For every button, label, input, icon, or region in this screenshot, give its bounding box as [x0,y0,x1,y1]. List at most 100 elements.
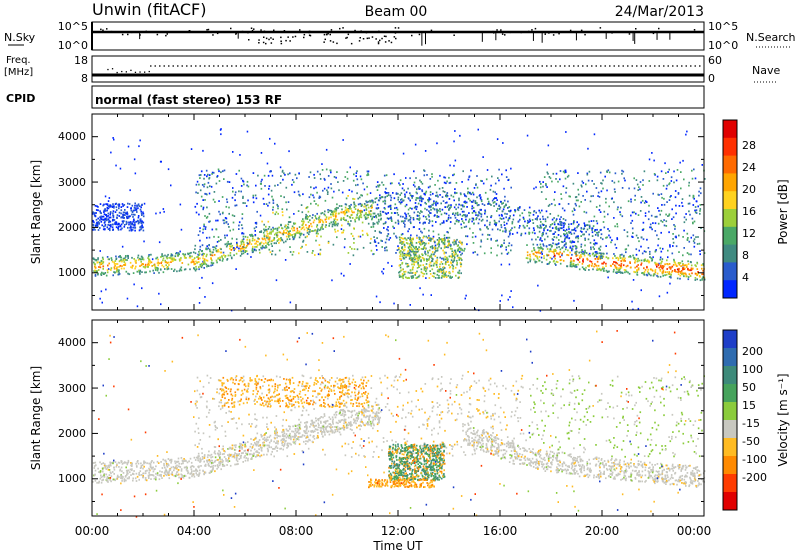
power-cell [148,264,150,266]
power-cell [539,226,541,229]
power-cell [478,212,480,214]
data-cell [630,214,632,217]
power-cell [547,205,550,207]
power-cell [438,277,441,279]
power-cell [635,212,637,215]
power-cell [476,204,479,207]
power-cell [202,206,205,209]
power-cell [94,215,97,217]
nsky-point [100,28,102,31]
power-cell [430,255,433,258]
power-cell [130,226,132,229]
power-cell [398,271,400,274]
power-cell [298,172,300,175]
power-cell [620,260,622,262]
power-cell [142,263,144,266]
power-cell [542,181,544,183]
power-cell [452,261,454,264]
power-cell [487,197,489,200]
power-cell [419,199,421,202]
power-cell [462,214,465,216]
power-cell [130,266,132,269]
power-cell [534,218,537,220]
power-cell [612,270,615,273]
nsky-point [381,37,383,40]
power-cell [141,263,144,265]
power-cell [250,233,253,236]
power-cell [514,209,516,211]
power-cell [554,248,557,251]
velocity-cell [102,462,105,464]
power-cell [206,215,209,218]
power-cell [631,219,634,222]
power-cell [612,257,614,260]
power-cell [481,233,484,236]
power-cell [120,206,123,208]
power-cell [242,202,244,204]
power-cell [233,215,236,217]
power-cell [367,216,369,219]
data-cell [342,139,344,141]
power-cell [327,175,330,177]
power-cell [266,243,269,245]
power-cell [274,253,277,256]
power-cell [680,171,682,173]
power-cell [148,260,150,263]
power-cell [366,201,368,204]
power-cell [425,263,428,265]
power-cell [92,211,95,214]
velocity-cell [468,444,471,446]
power-cell [553,223,556,226]
power-cell [598,268,601,271]
velocity-cell [274,446,277,449]
power-cell [242,238,245,240]
power-cell [557,180,559,183]
power-cell [507,251,510,254]
power-cell [309,171,312,174]
velocity-cell [571,472,574,475]
power-cell [652,222,654,224]
power-cell [443,176,445,179]
power-cell [563,209,566,212]
velocity-cell [276,431,278,434]
power-cell [596,252,599,255]
power-cell [435,260,437,263]
power-cell [427,199,429,201]
power-cell [407,252,410,255]
power-cell [191,258,194,261]
power-cell [575,266,578,268]
power-cell [95,218,98,221]
data-cell [335,176,337,179]
data-cell [681,201,683,204]
power-cell [524,220,526,223]
power-cell [410,259,412,261]
power-cell [254,222,257,224]
power-cell [452,174,454,177]
data-cell [441,257,443,260]
power-cell [608,230,611,232]
power-cell [305,224,307,226]
power-cell [524,226,526,229]
power-cell [622,170,625,173]
power-cell [453,239,456,242]
power-cell [438,239,440,242]
power-cell [460,272,462,275]
power-cell [576,254,579,257]
power-cell [347,195,349,197]
power-cell [95,259,98,262]
power-cell [436,262,438,264]
power-cell [94,269,96,272]
power-cell [446,259,449,262]
power-cell [419,256,422,258]
power-cell [556,252,558,255]
power-cell [332,221,335,223]
power-cell [373,240,376,243]
power-cell [651,259,653,262]
velocity-cell [350,422,352,425]
velocity-cell [595,458,598,460]
power-cell [623,254,625,257]
power-cell [206,259,209,262]
power-ytick-1000: 1000 [58,266,86,279]
power-cell [605,201,607,204]
power-cell [577,263,579,266]
